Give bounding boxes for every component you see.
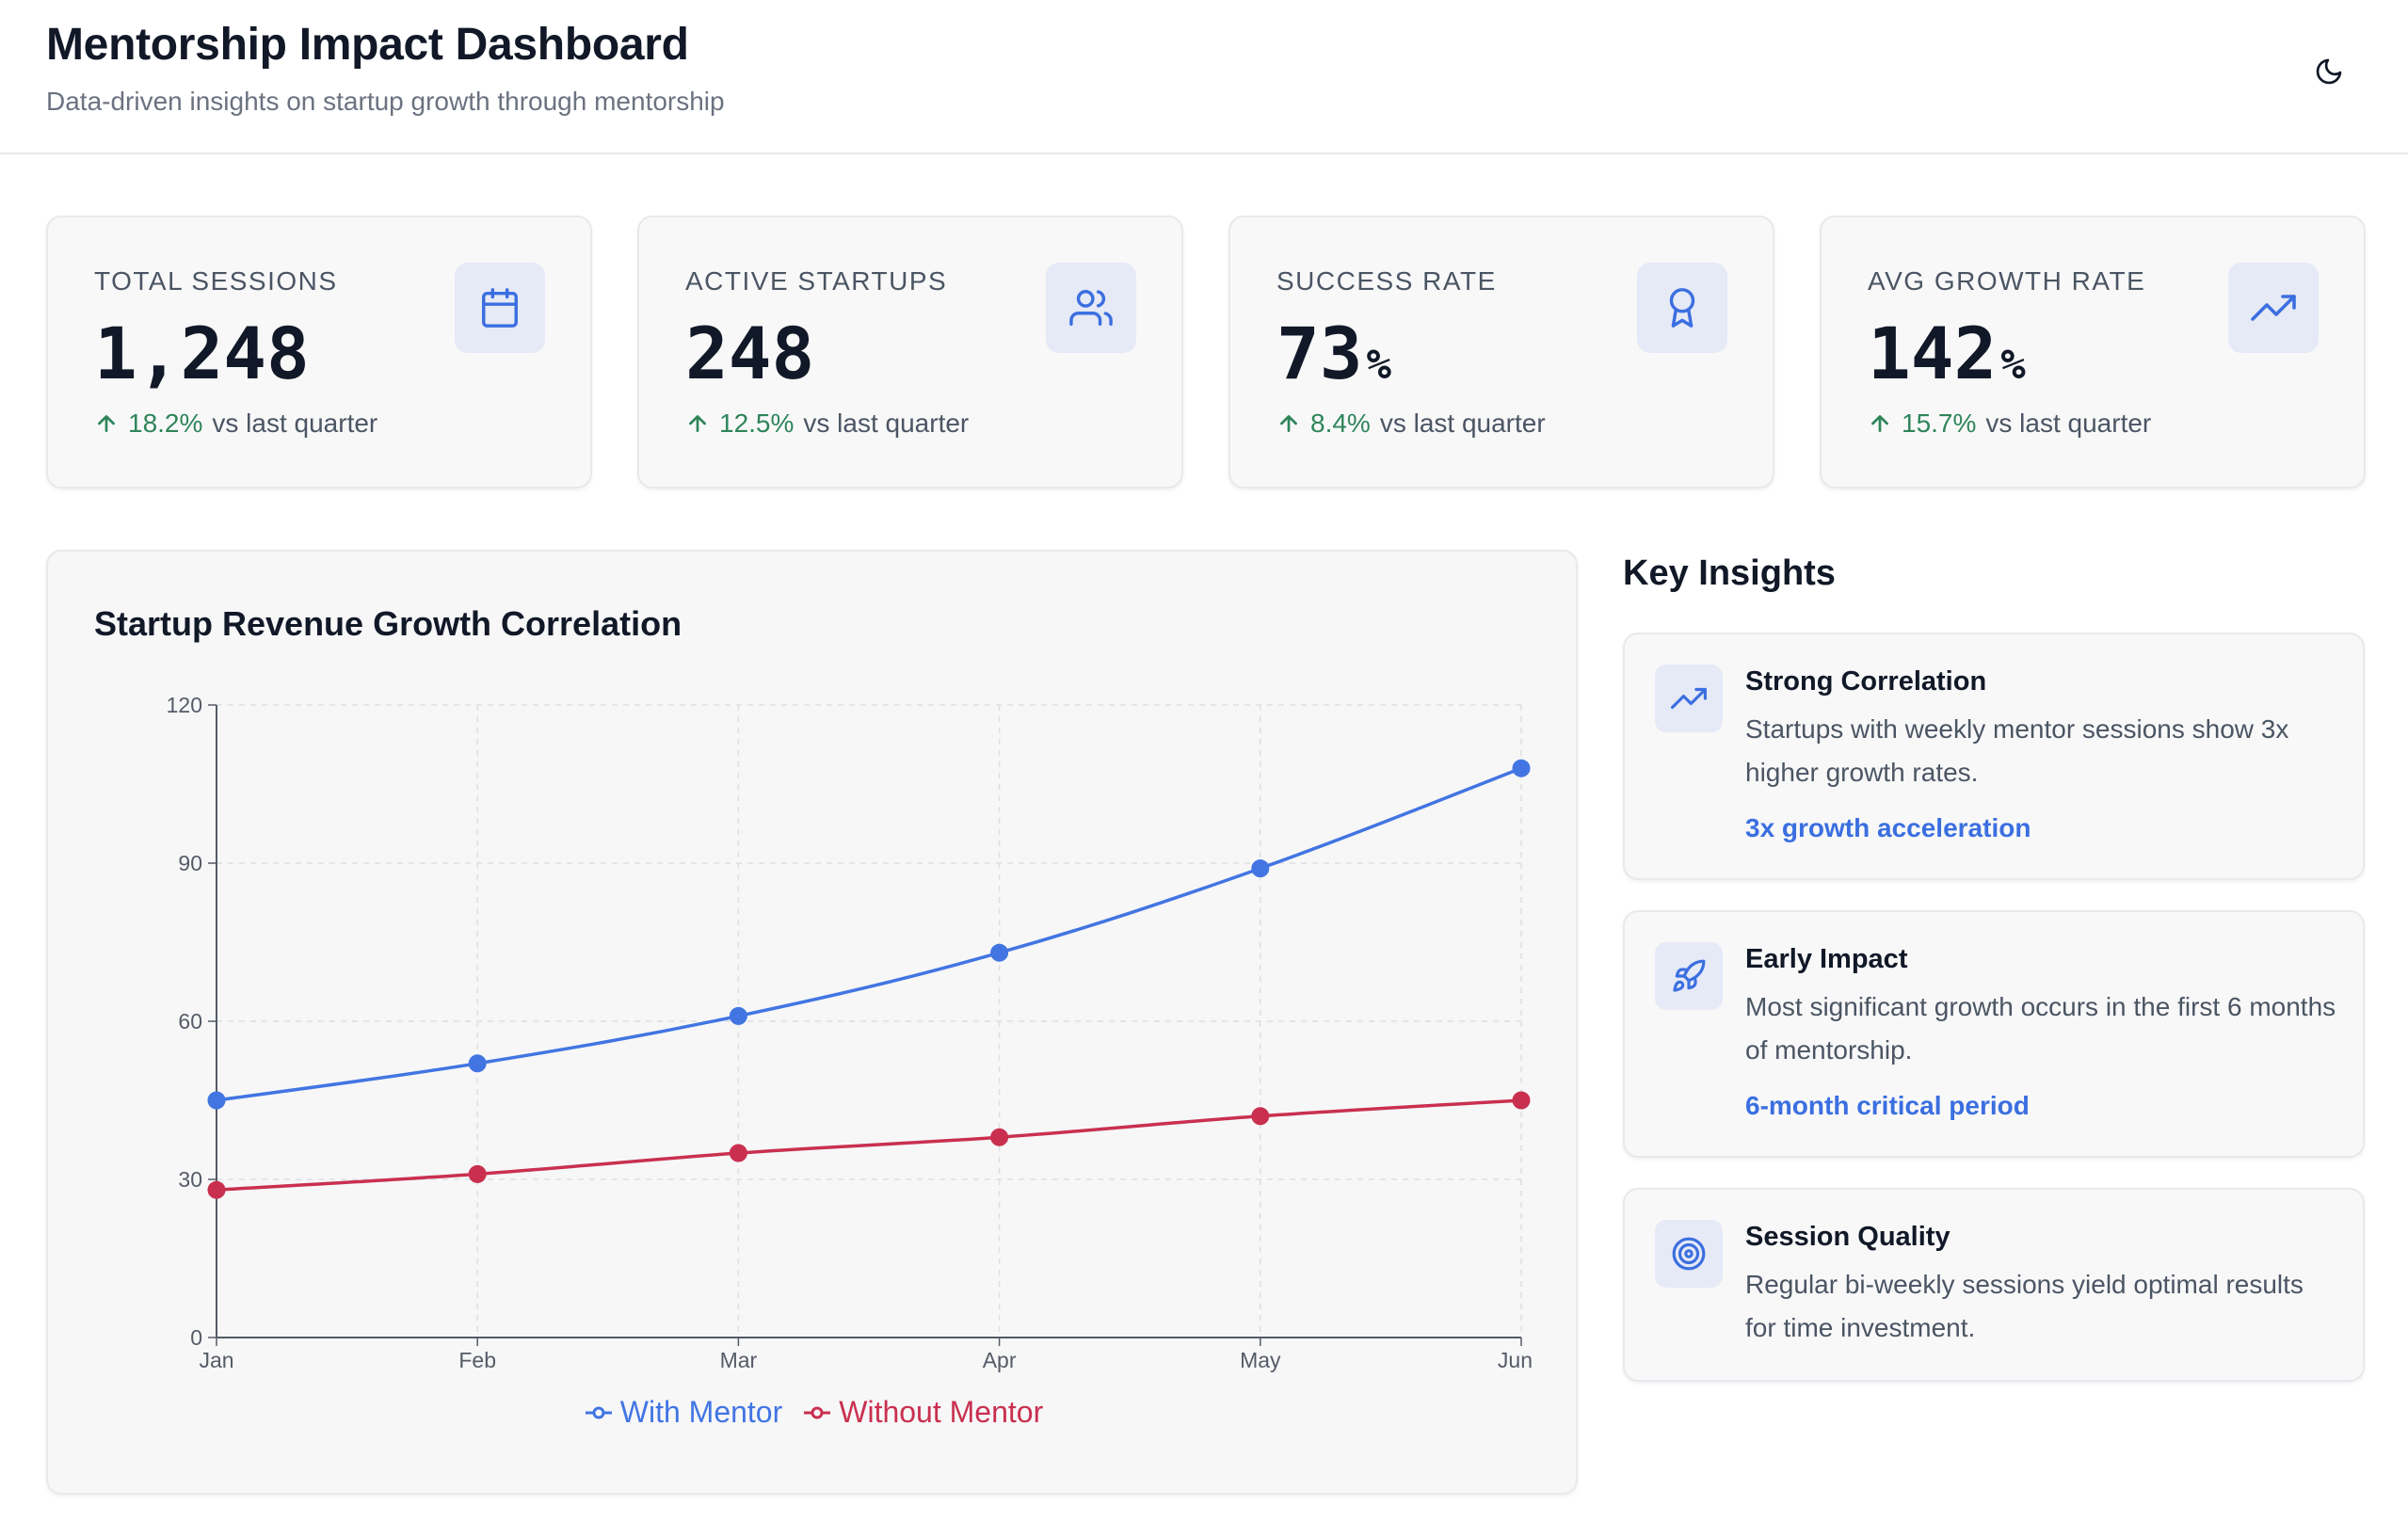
data-point-without-mentor: [207, 1180, 226, 1199]
insight-description: Regular bi-weekly sessions yield optimal…: [1745, 1270, 2304, 1342]
stat-card-success-rate: SUCCESS RATE 73% 8.4% vs last quarter: [1228, 216, 1774, 489]
award-icon: [1637, 263, 1727, 353]
insight-card-session-quality: Session Quality Regular bi-weekly sessio…: [1623, 1188, 2365, 1382]
insight-card-strong-correlation: Strong Correlation Startups with weekly …: [1623, 633, 2365, 880]
legend-item-without-mentor[interactable]: Without Mentor: [803, 1395, 1043, 1430]
insight-title: Strong Correlation: [1745, 666, 1987, 697]
legend-line-icon: [804, 1406, 831, 1418]
y-tick-label: 30: [178, 1167, 202, 1192]
stat-label: ACTIVE STARTUPS: [685, 266, 948, 296]
insight-title: Early Impact: [1745, 944, 1908, 974]
trending-up-icon: [1655, 665, 1723, 732]
arrow-up-icon: [1868, 411, 1892, 436]
legend-item-with-mentor[interactable]: With Mentor: [585, 1395, 782, 1430]
trending-up-icon: [2228, 263, 2319, 353]
users-icon: [1046, 263, 1136, 353]
data-point-with-mentor: [1512, 759, 1531, 777]
stat-label: AVG GROWTH RATE: [1868, 266, 2146, 296]
page-header: Mentorship Impact Dashboard Data-driven …: [0, 0, 2408, 154]
revenue-chart-card: Startup Revenue Growth Correlation 0 30 60…: [46, 550, 1578, 1495]
insight-card-early-impact: Early Impact Most significant growth occ…: [1623, 910, 2365, 1158]
stat-value: 1,248: [94, 312, 310, 395]
page-subtitle: Data-driven insights on startup growth t…: [46, 87, 725, 116]
arrow-up-icon: [1276, 411, 1301, 436]
theme-toggle-button[interactable]: [2304, 47, 2353, 96]
stat-trend: 8.4% vs last quarter: [1276, 409, 1546, 439]
x-tick-label: Mar: [720, 1348, 758, 1372]
y-tick-label: 90: [178, 851, 202, 875]
stat-label: TOTAL SESSIONS: [94, 266, 338, 296]
stat-value: 142%: [1868, 312, 2026, 395]
insight-description: Most significant growth occurs in the fi…: [1745, 992, 2336, 1065]
legend-line-icon: [585, 1406, 612, 1418]
insight-tag-link[interactable]: 6-month critical period: [1745, 1091, 2030, 1120]
page-title: Mentorship Impact Dashboard: [46, 20, 689, 70]
x-tick-label: Jan: [199, 1348, 233, 1372]
data-point-without-mentor: [1251, 1107, 1270, 1126]
target-icon: [1655, 1220, 1723, 1288]
arrow-up-icon: [685, 411, 710, 436]
data-point-with-mentor: [468, 1054, 487, 1073]
stat-card-active-startups: ACTIVE STARTUPS 248 12.5% vs last quarter: [637, 216, 1183, 489]
chart-title: Startup Revenue Growth Correlation: [94, 604, 682, 643]
data-point-with-mentor: [990, 943, 1009, 962]
stat-trend: 18.2% vs last quarter: [94, 409, 377, 439]
insight-description: Startups with weekly mentor sessions sho…: [1745, 714, 2289, 787]
y-tick-label: 60: [178, 1009, 202, 1033]
x-tick-label: Feb: [458, 1348, 496, 1372]
arrow-up-icon: [94, 411, 119, 436]
data-point-without-mentor: [468, 1164, 487, 1183]
y-tick-label: 0: [190, 1325, 202, 1350]
x-tick-label: May: [1240, 1348, 1281, 1372]
stat-value: 248: [685, 312, 815, 395]
chart-legend: With Mentor Without Mentor: [48, 1395, 1580, 1430]
data-point-with-mentor: [207, 1091, 226, 1110]
calendar-icon: [455, 263, 545, 353]
data-point-without-mentor: [1512, 1091, 1531, 1110]
insights-heading: Key Insights: [1623, 553, 1836, 593]
series-line-with-mentor: [216, 766, 1522, 1102]
insight-title: Session Quality: [1745, 1222, 1950, 1252]
y-tick-label: 120: [167, 693, 202, 717]
stat-label: SUCCESS RATE: [1276, 266, 1497, 296]
data-point-without-mentor: [990, 1128, 1009, 1146]
stat-card-avg-growth-rate: AVG GROWTH RATE 142% 15.7% vs last quarte…: [1820, 216, 2366, 489]
stat-trend: 15.7% vs last quarter: [1868, 409, 2151, 439]
moon-icon: [2316, 58, 2342, 85]
stat-trend: 12.5% vs last quarter: [685, 409, 969, 439]
rocket-icon: [1655, 942, 1723, 1010]
data-point-with-mentor: [1251, 859, 1270, 878]
stat-value: 73%: [1276, 312, 1392, 395]
x-tick-label: Apr: [983, 1348, 1017, 1372]
stat-card-total-sessions: TOTAL SESSIONS 1,248 18.2% vs last quarte…: [46, 216, 592, 489]
insight-tag-link[interactable]: 3x growth acceleration: [1745, 813, 2031, 842]
data-point-without-mentor: [729, 1144, 747, 1162]
revenue-line-chart: 0 30 60 90 120 Jan Feb Mar Apr May Jun: [167, 693, 1533, 1372]
series-line-without-mentor: [216, 1098, 1522, 1192]
x-tick-label: Jun: [1498, 1348, 1533, 1372]
data-point-with-mentor: [729, 1006, 747, 1025]
